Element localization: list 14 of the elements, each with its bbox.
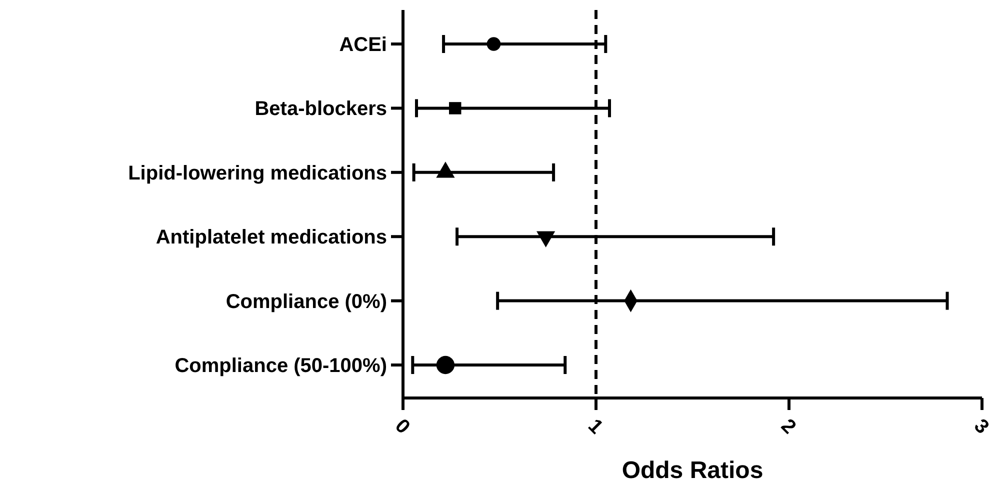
x-tick-label: 1 — [584, 414, 608, 438]
point — [448, 102, 462, 114]
x-axis-title: Odds Ratios — [622, 457, 764, 484]
y-tick-label: Compliance (50-100%) — [174, 355, 387, 377]
y-tick-label: Compliance (0%) — [226, 290, 387, 313]
x-tick-label: 3 — [970, 414, 990, 438]
y-tick-label: Antiplatelet medications — [156, 226, 387, 249]
point — [486, 37, 501, 51]
y-tick-label: Beta-blockers — [254, 98, 387, 120]
x-tick-label: 0 — [390, 414, 414, 438]
y-tick-label: Lipid-lowering medications — [128, 162, 387, 184]
point — [436, 356, 455, 374]
y-tick-label: ACEi — [339, 34, 387, 56]
x-tick-label: 2 — [776, 414, 800, 438]
